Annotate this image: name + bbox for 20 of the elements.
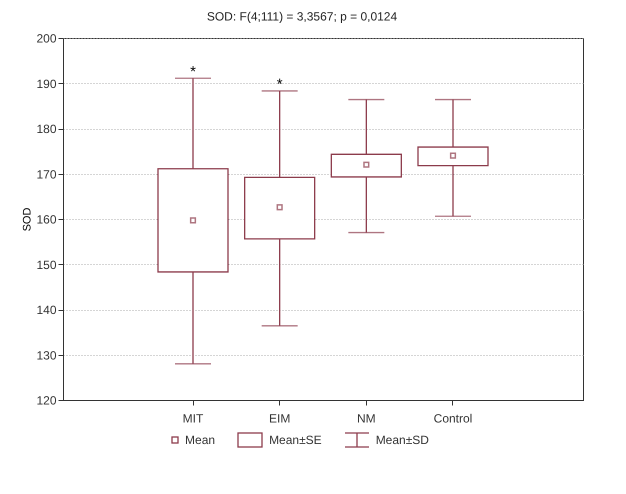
x-tick-label: MIT [182,412,204,426]
y-tick-label: 170 [36,167,57,182]
annotation: * [190,63,196,80]
y-tick-label: 150 [36,258,57,272]
chart-title: SOD: F(4;111) = 3,3567; p = 0,0124 [206,10,398,24]
annotation: * [276,76,283,93]
text: Mean±SE [269,433,322,447]
y-tick-label: 120 [36,394,57,408]
y-tick-label: 190 [36,76,57,91]
y-tick-label: 200 [36,32,57,46]
y-tick-label: 140 [36,303,57,317]
y-axis-title: SOD [21,208,34,232]
text: Mean [185,433,216,447]
x-tick-label: Control [434,412,472,426]
y-tick-label: 160 [36,212,57,226]
text: Mean±SD [376,433,429,447]
y-tick-label: 180 [36,122,57,136]
x-tick-label: NM [356,412,376,426]
x-tick-label: EIM [268,412,290,426]
y-tick-label: 130 [36,348,57,362]
